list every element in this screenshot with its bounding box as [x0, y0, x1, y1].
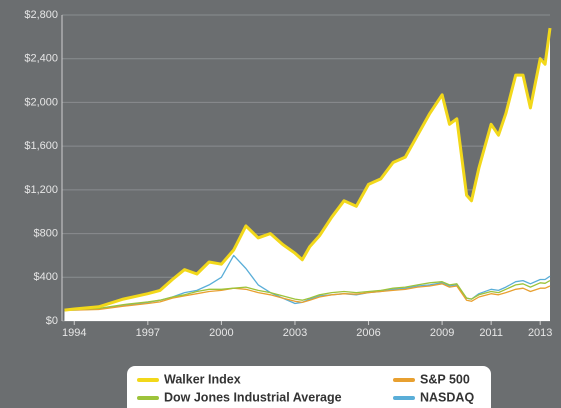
- legend-label: Dow Jones Industrial Average: [164, 390, 342, 404]
- y-tick-label: $1,200: [24, 184, 58, 196]
- x-tick-label: 2009: [430, 327, 454, 339]
- line: [64, 283, 551, 311]
- line: [64, 27, 552, 312]
- legend-label: Walker Index: [164, 372, 241, 386]
- legend: Walker Index Dow Jones Industrial Average…: [127, 366, 491, 408]
- y-tick-label: $800: [34, 227, 58, 239]
- x-tick-label: 2006: [356, 327, 380, 339]
- y-tick-label: $2,400: [24, 53, 58, 65]
- y-tick-label: $2,000: [24, 96, 58, 108]
- legend-label: S&P 500: [420, 372, 470, 386]
- x-tick-label: 1994: [62, 327, 86, 339]
- line: [64, 280, 551, 311]
- y-tick-label: $1,600: [24, 140, 58, 152]
- y-tick-label: $2,800: [24, 9, 58, 21]
- x-tick-label: 1997: [136, 327, 160, 339]
- x-tick-label: 2011: [479, 327, 503, 339]
- x-tick-label: 2013: [528, 327, 552, 339]
- y-tick-label: $400: [34, 271, 58, 283]
- x-tick-label: 2003: [283, 327, 307, 339]
- y-tick-label: $0: [46, 315, 58, 327]
- area: [64, 28, 550, 321]
- legend-label: NASDAQ: [420, 390, 474, 404]
- x-tick-label: 2000: [209, 327, 233, 339]
